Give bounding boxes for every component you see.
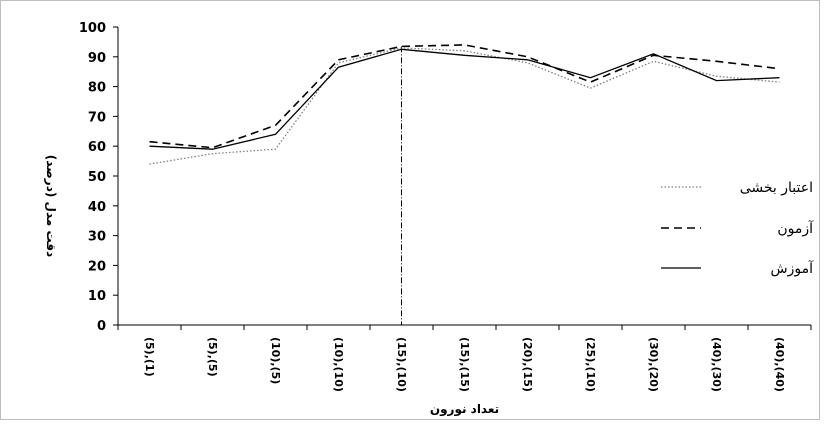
legend-label: آزمون — [777, 220, 814, 237]
x-tick-label: (10),(5) — [269, 337, 282, 384]
y-tick-label: 50 — [88, 170, 106, 185]
y-tick-label: 70 — [88, 110, 106, 125]
y-axis-title: دقت مدل (درصد) — [44, 155, 58, 257]
series-line-solid — [149, 48, 780, 150]
y-tick-label: 80 — [88, 81, 106, 96]
y-tick-label: 40 — [88, 200, 106, 215]
x-axis-ticks: (5),(1) (5),(5) (10),(5) (10),(10) (15),(10)… — [117, 325, 812, 392]
legend-label: آموزش — [771, 260, 815, 277]
x-tick-label: (15),(15) — [458, 337, 471, 392]
y-tick-label: 100 — [79, 21, 106, 36]
x-tick-label: (40),(30) — [710, 337, 723, 392]
legend: اعتبار بخشی آزمون آموزش — [661, 180, 814, 277]
x-tick-label: (15),(10) — [395, 337, 408, 392]
y-tick-label: 90 — [88, 51, 106, 66]
x-tick-label: (30),(20) — [647, 337, 660, 392]
x-tick-label: (40),(40) — [773, 337, 786, 392]
y-tick-label: 10 — [88, 289, 106, 304]
x-tick-label: (5),(5) — [206, 337, 219, 377]
y-tick-label: 60 — [88, 140, 106, 155]
x-tick-label: (5),(1) — [143, 337, 156, 377]
y-tick-label: 30 — [88, 230, 106, 245]
x-tick-label: (10),(10) — [332, 337, 345, 392]
y-tick-label: 20 — [88, 259, 106, 274]
x-tick-label: (25),(10) — [584, 337, 597, 392]
series-line-dashed — [149, 44, 780, 149]
y-tick-label: 0 — [97, 319, 106, 334]
x-tick-label: (20),(15) — [521, 337, 534, 392]
series-line-dotted — [149, 47, 780, 165]
series-lines — [149, 44, 780, 165]
x-axis-title: تعداد نورون — [430, 402, 499, 417]
y-axis-ticks: 0 10 20 30 40 50 60 70 80 90 100 — [79, 21, 118, 334]
legend-label: اعتبار بخشی — [740, 180, 813, 196]
